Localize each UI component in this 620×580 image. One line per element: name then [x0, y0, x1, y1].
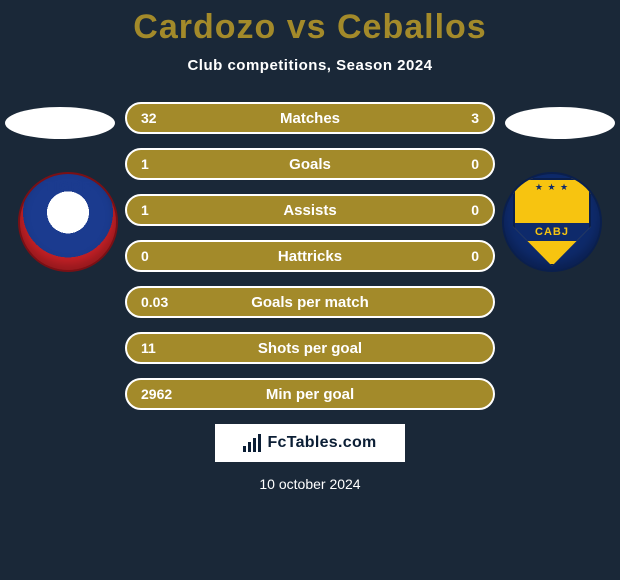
stat-row: 32 Matches 3	[125, 102, 495, 134]
platform-ellipse-left	[5, 107, 115, 139]
stat-row: 0 Hattricks 0	[125, 240, 495, 272]
brand-text: FcTables.com	[267, 434, 376, 452]
stat-row: 0.03 Goals per match	[125, 286, 495, 318]
stat-row: 1 Goals 0	[125, 148, 495, 180]
stat-left-value: 0	[141, 248, 195, 264]
brand-box: FcTables.com	[215, 424, 405, 462]
versus-text: vs	[287, 8, 327, 46]
brand-logo-icon	[243, 434, 261, 452]
stat-left-value: 0.03	[141, 294, 195, 310]
stat-left-value: 32	[141, 110, 195, 126]
stat-label: Goals per match	[195, 294, 425, 311]
subtitle: Club competitions, Season 2024	[0, 57, 620, 74]
stat-left-value: 1	[141, 156, 195, 172]
stat-left-value: 2962	[141, 386, 195, 402]
shield-band: CABJ	[515, 223, 589, 241]
stat-label: Min per goal	[195, 386, 425, 403]
title-row: Cardozo vs Ceballos	[0, 0, 620, 47]
badge-right-label: CABJ	[535, 226, 569, 238]
stat-right-value: 3	[425, 110, 479, 126]
stat-row: 1 Assists 0	[125, 194, 495, 226]
stat-label: Goals	[195, 156, 425, 173]
player1-name: Cardozo	[133, 8, 276, 46]
stat-label: Matches	[195, 110, 425, 127]
stat-left-value: 11	[141, 340, 195, 356]
badge-left-label: TIGRE	[44, 178, 92, 194]
player2-name: Ceballos	[337, 8, 487, 46]
stat-right-value: 0	[425, 202, 479, 218]
main-stage: TIGRE ★ ★ ★ CABJ 32 Matches 3 1 Goals 0 …	[0, 102, 620, 410]
club-badge-left: TIGRE	[18, 172, 118, 272]
stat-label: Shots per goal	[195, 340, 425, 357]
stat-bars: 32 Matches 3 1 Goals 0 1 Assists 0 0 Hat…	[125, 102, 495, 410]
stat-right-value: 0	[425, 248, 479, 264]
stat-row: 2962 Min per goal	[125, 378, 495, 410]
club-badge-right: ★ ★ ★ CABJ	[502, 172, 602, 272]
stat-label: Assists	[195, 202, 425, 219]
stat-row: 11 Shots per goal	[125, 332, 495, 364]
stat-left-value: 1	[141, 202, 195, 218]
stat-right-value: 0	[425, 156, 479, 172]
footer-date: 10 october 2024	[0, 476, 620, 492]
shield-icon: ★ ★ ★ CABJ	[513, 178, 591, 266]
platform-ellipse-right	[505, 107, 615, 139]
badge-right-stars: ★ ★ ★	[535, 182, 569, 193]
stat-label: Hattricks	[195, 248, 425, 265]
